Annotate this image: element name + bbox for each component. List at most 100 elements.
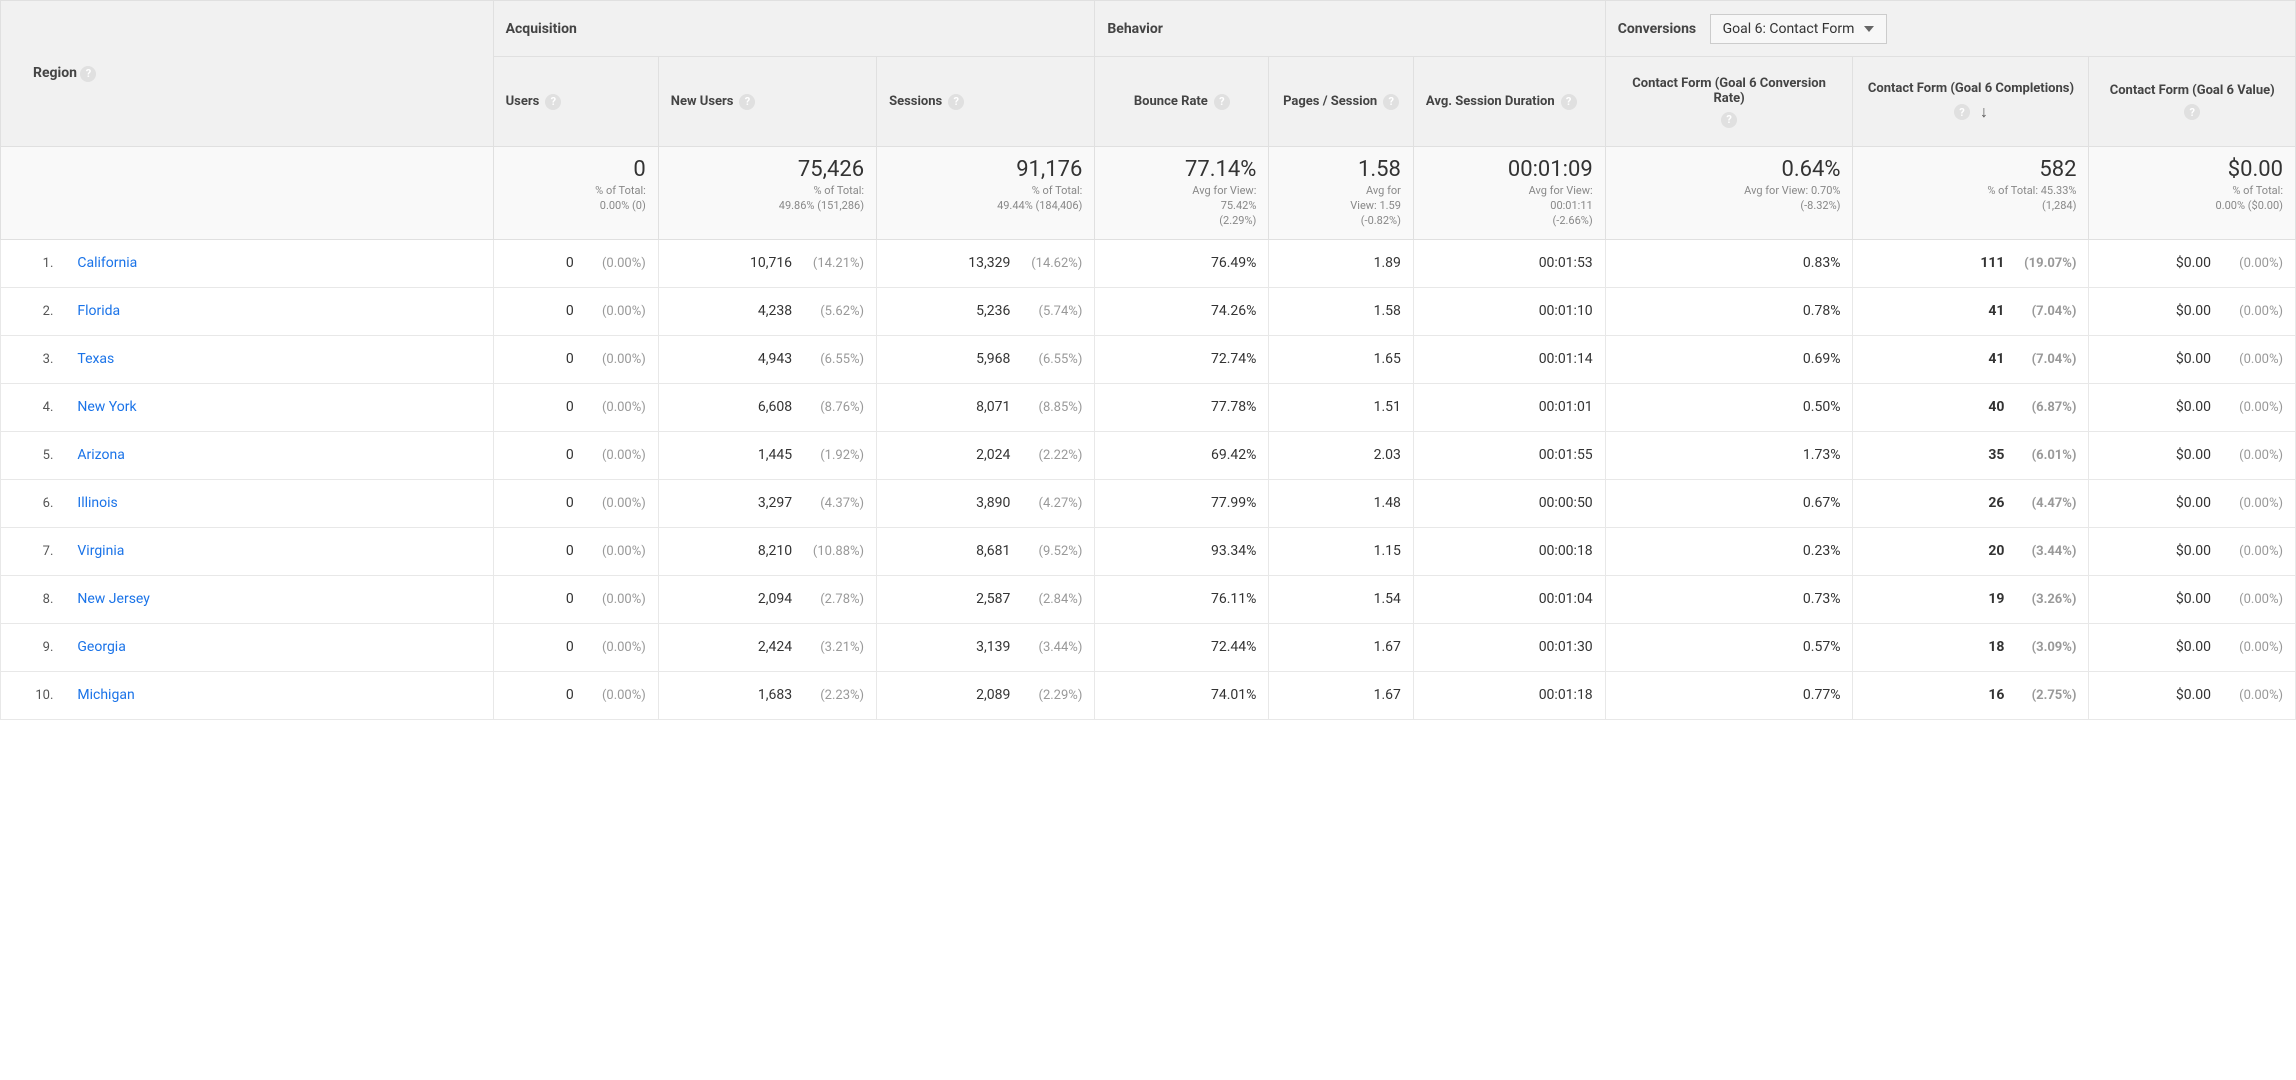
summary-duration-value: 00:01:09 (1426, 157, 1593, 182)
cell-sessions: 5,968(6.55%) (889, 351, 1082, 367)
col-header-users[interactable]: Users ? (493, 57, 658, 147)
region-link[interactable]: New Jersey (77, 591, 149, 607)
analytics-report-table: Region ? Acquisition Behavior Conversion… (0, 0, 2296, 720)
summary-sub: Avg for View: 0.70% (1618, 184, 1841, 199)
cell-completions: 20(3.44%) (1865, 543, 2076, 559)
summary-new-users: 75,426 % of Total: 49.86% (151,286) (658, 147, 876, 240)
summary-sub: 49.44% (184,406) (889, 199, 1082, 214)
cell-conversion-rate: 0.69% (1605, 335, 1853, 383)
summary-sub: 00:01:11 (1426, 199, 1593, 214)
cell-avg-duration: 00:01:04 (1413, 575, 1605, 623)
help-icon[interactable]: ? (2184, 104, 2200, 120)
col-header-avg-duration[interactable]: Avg. Session Duration ? (1413, 57, 1605, 147)
help-icon[interactable]: ? (1214, 94, 1230, 110)
help-icon[interactable]: ? (1383, 94, 1399, 110)
table-row: 9. Georgia 0(0.00%) 2,424(3.21%) 3,139(3… (1, 623, 2296, 671)
summary-sub: Avg for View: (1426, 184, 1593, 199)
summary-sub: Avg for View: (1107, 184, 1256, 199)
cell-avg-duration: 00:00:18 (1413, 527, 1605, 575)
help-icon[interactable]: ? (1721, 112, 1737, 128)
cell-bounce-rate: 74.26% (1095, 287, 1269, 335)
help-icon[interactable]: ? (80, 66, 96, 82)
summary-completions-value: 582 (1865, 157, 2076, 182)
summary-pps-value: 1.58 (1281, 157, 1401, 182)
col-header-pages-session[interactable]: Pages / Session ? (1269, 57, 1414, 147)
col-header-region[interactable]: Region (33, 65, 77, 81)
goal-selector-dropdown[interactable]: Goal 6: Contact Form (1710, 14, 1888, 44)
cell-users: 0(0.00%) (506, 495, 646, 511)
help-icon[interactable]: ? (739, 94, 755, 110)
col-header-sessions-label: Sessions (889, 94, 942, 109)
cell-new-users: 6,608(8.76%) (671, 399, 864, 415)
region-link[interactable]: Michigan (77, 687, 134, 703)
col-header-goal-value[interactable]: Contact Form (Goal 6 Value) ? (2089, 57, 2296, 147)
help-icon[interactable]: ? (1561, 94, 1577, 110)
summary-sub: (2.29%) (1107, 214, 1256, 229)
col-header-bounce-rate[interactable]: Bounce Rate ? (1095, 57, 1269, 147)
cell-new-users: 4,238(5.62%) (671, 303, 864, 319)
cell-bounce-rate: 76.49% (1095, 239, 1269, 287)
cell-sessions: 13,329(14.62%) (889, 255, 1082, 271)
cell-pages-session: 1.67 (1269, 671, 1414, 719)
summary-avg-duration: 00:01:09 Avg for View: 00:01:11 (-2.66%) (1413, 147, 1605, 240)
cell-avg-duration: 00:01:55 (1413, 431, 1605, 479)
cell-goal-value: $0.00(0.00%) (2101, 687, 2283, 703)
cell-conversion-rate: 0.78% (1605, 287, 1853, 335)
summary-goal-value-value: $0.00 (2101, 157, 2283, 182)
col-header-new-users-label: New Users (671, 94, 734, 109)
cell-pages-session: 1.67 (1269, 623, 1414, 671)
cell-avg-duration: 00:01:01 (1413, 383, 1605, 431)
col-header-completions[interactable]: Contact Form (Goal 6 Completions) ? ↓ (1853, 57, 2089, 147)
col-header-conversion-rate[interactable]: Contact Form (Goal 6 Conversion Rate) ? (1605, 57, 1853, 147)
cell-users: 0(0.00%) (506, 591, 646, 607)
region-link[interactable]: Georgia (77, 639, 125, 655)
table-row: 8. New Jersey 0(0.00%) 2,094(2.78%) 2,58… (1, 575, 2296, 623)
row-index: 1. (1, 239, 66, 287)
cell-new-users: 4,943(6.55%) (671, 351, 864, 367)
cell-completions: 41(7.04%) (1865, 351, 2076, 367)
cell-new-users: 3,297(4.37%) (671, 495, 864, 511)
cell-avg-duration: 00:01:10 (1413, 287, 1605, 335)
region-link[interactable]: Arizona (77, 447, 124, 463)
region-link[interactable]: California (77, 255, 137, 271)
summary-sub: 0.00% (0) (506, 199, 646, 214)
region-link[interactable]: Illinois (77, 495, 117, 511)
summary-crate-value: 0.64% (1618, 157, 1841, 182)
cell-completions: 19(3.26%) (1865, 591, 2076, 607)
help-icon[interactable]: ? (1954, 104, 1970, 120)
region-link[interactable]: Texas (77, 351, 114, 367)
data-rows: 1. California 0(0.00%) 10,716(14.21%) 13… (1, 239, 2296, 719)
summary-users: 0 % of Total: 0.00% (0) (493, 147, 658, 240)
summary-sub: 0.00% ($0.00) (2101, 199, 2283, 214)
summary-completions: 582 % of Total: 45.33% (1,284) (1853, 147, 2089, 240)
region-link[interactable]: New York (77, 399, 136, 415)
region-link[interactable]: Virginia (77, 543, 124, 559)
cell-pages-session: 1.89 (1269, 239, 1414, 287)
cell-new-users: 2,094(2.78%) (671, 591, 864, 607)
row-index: 8. (1, 575, 66, 623)
cell-pages-session: 1.15 (1269, 527, 1414, 575)
cell-conversion-rate: 0.67% (1605, 479, 1853, 527)
cell-sessions: 5,236(5.74%) (889, 303, 1082, 319)
cell-users: 0(0.00%) (506, 543, 646, 559)
col-header-bounce-rate-label: Bounce Rate (1134, 94, 1208, 109)
summary-sub: (1,284) (1865, 199, 2076, 214)
summary-sub: (-0.82%) (1281, 214, 1401, 229)
col-header-pages-session-label: Pages / Session (1283, 94, 1377, 109)
col-header-users-label: Users (506, 94, 540, 109)
cell-completions: 26(4.47%) (1865, 495, 2076, 511)
help-icon[interactable]: ? (948, 94, 964, 110)
summary-sub: Avg for (1281, 184, 1401, 199)
cell-conversion-rate: 0.57% (1605, 623, 1853, 671)
help-icon[interactable]: ? (545, 94, 561, 110)
summary-sessions: 91,176 % of Total: 49.44% (184,406) (877, 147, 1095, 240)
cell-users: 0(0.00%) (506, 255, 646, 271)
cell-sessions: 8,681(9.52%) (889, 543, 1082, 559)
cell-pages-session: 1.51 (1269, 383, 1414, 431)
cell-goal-value: $0.00(0.00%) (2101, 447, 2283, 463)
col-header-new-users[interactable]: New Users ? (658, 57, 876, 147)
table-row: 1. California 0(0.00%) 10,716(14.21%) 13… (1, 239, 2296, 287)
col-header-sessions[interactable]: Sessions ? (877, 57, 1095, 147)
summary-pages-session: 1.58 Avg for View: 1.59 (-0.82%) (1269, 147, 1414, 240)
region-link[interactable]: Florida (77, 303, 120, 319)
